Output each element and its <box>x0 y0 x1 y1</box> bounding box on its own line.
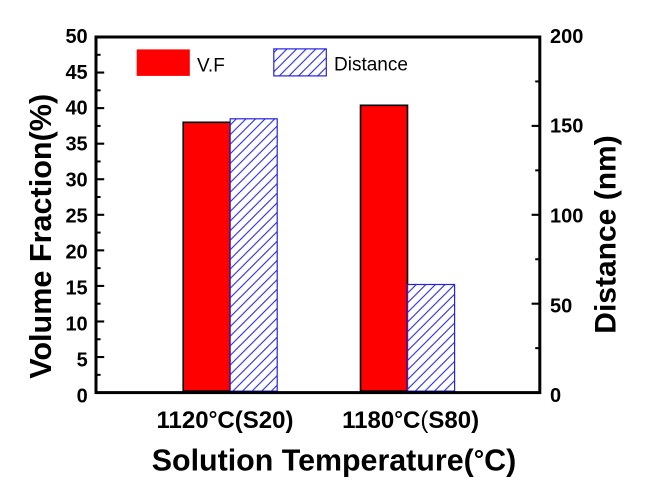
svg-text:200: 200 <box>550 26 583 48</box>
svg-text:20: 20 <box>65 242 87 264</box>
svg-text:0: 0 <box>77 385 88 407</box>
svg-text:Distance (nm): Distance (nm) <box>590 135 623 333</box>
svg-text:Distance: Distance <box>334 55 408 76</box>
svg-text:10: 10 <box>65 313 87 335</box>
svg-text:1120°C(S20): 1120°C(S20) <box>157 407 294 435</box>
svg-text:30: 30 <box>65 170 87 192</box>
svg-text:50: 50 <box>550 295 572 317</box>
svg-text:0: 0 <box>550 385 561 407</box>
svg-text:15: 15 <box>65 277 87 299</box>
svg-text:45: 45 <box>65 62 87 84</box>
svg-text:150: 150 <box>550 116 583 138</box>
svg-text:40: 40 <box>65 98 87 120</box>
svg-text:25: 25 <box>65 206 87 228</box>
svg-text:5: 5 <box>77 349 88 371</box>
svg-text:100: 100 <box>550 206 583 228</box>
svg-text:V.F: V.F <box>197 55 225 76</box>
svg-text:Solution Temperature(°C): Solution Temperature(°C) <box>152 444 516 478</box>
svg-text:50: 50 <box>65 26 87 48</box>
svg-text:Volume Fraction(%): Volume Fraction(%) <box>24 94 58 379</box>
svg-text:35: 35 <box>65 134 87 156</box>
svg-text:1180°C(S80): 1180°C(S80) <box>342 407 479 435</box>
